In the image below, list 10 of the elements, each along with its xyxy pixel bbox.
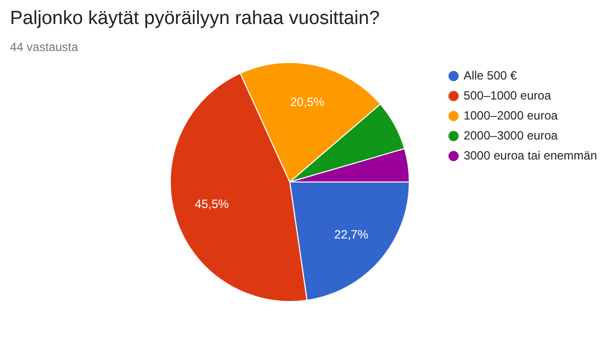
legend-label: 500–1000 euroa — [464, 88, 552, 102]
legend-label: Alle 500 € — [464, 68, 518, 82]
legend-label: 2000–3000 euroa — [464, 128, 558, 142]
legend-label: 3000 euroa tai enemmän — [464, 148, 598, 162]
chart-title: Paljonko käytät pyöräilyyn rahaa vuosittain? — [10, 8, 381, 30]
data-label: 20,5% — [290, 94, 325, 109]
data-label: 45,5% — [194, 197, 230, 212]
data-label: 22,7% — [334, 227, 369, 242]
text: 44 vastausta — [10, 40, 80, 54]
legend-label: 1000–2000 euroa — [464, 108, 558, 122]
